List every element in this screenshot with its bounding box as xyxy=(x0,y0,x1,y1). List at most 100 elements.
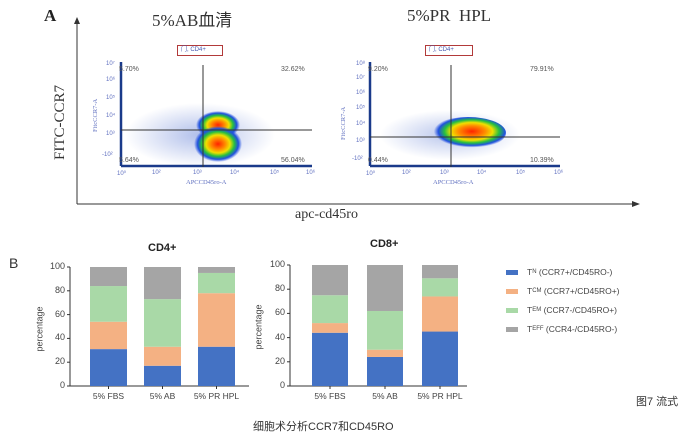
quadrant-top-right: 32.62% xyxy=(281,66,305,73)
x-tick: 10⁶ xyxy=(306,170,316,176)
x-tick: 10⁴ xyxy=(230,170,240,176)
x-tick-label: 5% FBS xyxy=(314,391,346,401)
x-tick: 10² xyxy=(152,170,161,176)
x-tick-label: 5% PR HPL xyxy=(417,391,463,401)
plot-x-label: APCCD45ro-A xyxy=(186,179,227,186)
bar-segment-tn xyxy=(312,332,348,386)
y-tick: 10⁸ xyxy=(356,61,366,67)
bar-segment-teff xyxy=(312,265,348,296)
x-tick: 10² xyxy=(402,170,411,176)
panel-a-axes xyxy=(74,17,640,207)
quadrant-top-right: 79.91% xyxy=(530,66,554,73)
y-tick-label: 80 xyxy=(54,284,65,295)
big-x-axis-arrow xyxy=(632,201,640,207)
quadrant-bottom-right: 10.39% xyxy=(530,157,554,164)
y-tick-label: 20 xyxy=(274,355,285,366)
legend-item-tem: T EM (CCR7-/CD45RO+) xyxy=(506,302,619,318)
bar-segment-teff xyxy=(198,267,235,273)
y-tick-label: 0 xyxy=(279,380,285,390)
y-tick-label: 100 xyxy=(49,261,65,271)
big-x-axis-label: apc-cd45ro xyxy=(295,207,358,222)
legend-swatch-tcm xyxy=(506,288,518,294)
x-tick: 10³ xyxy=(193,170,202,176)
x-tick: 10⁵ xyxy=(270,170,280,176)
plot-x-label: APCCD45ro-A xyxy=(433,179,474,186)
bar-segment-tem xyxy=(422,278,458,297)
legend-sub: EFF xyxy=(532,326,544,332)
panel-b-letter: B xyxy=(9,255,19,271)
legend-text: (CCR7+/CD45RO-) xyxy=(536,267,613,277)
legend-label: T xyxy=(527,324,533,334)
legend-label: T xyxy=(527,305,533,315)
y-tick-label: 80 xyxy=(274,283,285,294)
bar-segment-teff xyxy=(90,267,127,287)
bar-segment-tn xyxy=(144,365,181,386)
bar-segment-tcm xyxy=(144,346,181,366)
figure-caption-line2: 细胞术分析CCR7和CD45RO xyxy=(253,421,394,433)
x-tick-label: 5% AB xyxy=(372,391,398,401)
legend-item-teff: T EFF (CCR4-/CD45RO-) xyxy=(506,321,619,337)
y-tick: 10⁷ xyxy=(356,75,365,81)
bar-segment-teff xyxy=(144,267,181,300)
y-tick: -10² xyxy=(102,152,113,158)
y-tick: -10² xyxy=(352,156,363,162)
y-tick: 10⁷ xyxy=(106,61,115,67)
quadrant-bottom-left: 0.44% xyxy=(368,157,388,164)
y-tick: 10⁴ xyxy=(356,121,366,127)
x-tick: 10⁴ xyxy=(477,170,487,176)
y-tick-label: 60 xyxy=(274,307,285,318)
x-tick: 10⁰ xyxy=(366,171,376,177)
x-tick: 10³ xyxy=(440,170,449,176)
x-tick: 10⁵ xyxy=(516,170,526,176)
bar-segment-tem xyxy=(90,286,127,322)
x-tick-label: 5% AB xyxy=(149,391,176,401)
bar-segment-tem xyxy=(367,310,403,350)
chart-title-cd4: CD4+ xyxy=(148,242,177,254)
legend-label: T xyxy=(527,267,533,277)
chart-title-cd8: CD8+ xyxy=(370,238,399,250)
bar-segment-tn xyxy=(90,349,127,386)
bar-segment-teff xyxy=(367,265,403,311)
bar-segment-teff xyxy=(422,265,458,279)
legend-item-tcm: T CM (CCR7+/CD45RO+) xyxy=(506,283,619,299)
x-tick: 10⁶ xyxy=(554,170,564,176)
y-tick: 10⁴ xyxy=(106,113,116,119)
y-tick: 10⁵ xyxy=(106,95,116,101)
quadrant-top-left: 5.70% xyxy=(119,66,139,73)
x-tick-label: 5% FBS xyxy=(92,391,125,401)
figure-caption-line1: 图7 流式 xyxy=(636,396,679,408)
bar-segment-tem xyxy=(312,295,348,324)
y-tick-label: 20 xyxy=(54,356,65,367)
x-tick: 10⁰ xyxy=(117,171,127,177)
cell-population xyxy=(430,117,506,149)
bar-segment-tcm xyxy=(198,293,235,347)
legend-swatch-teff xyxy=(506,326,518,332)
bar-segment-tem xyxy=(144,299,181,347)
quadrant-bottom-right: 56.04% xyxy=(281,157,305,164)
plot-title-pr-hpl: 5%PR HPL xyxy=(407,6,492,25)
legend-sub: EM xyxy=(532,307,542,313)
y-tick-label: 40 xyxy=(274,331,285,342)
y-tick-label: 60 xyxy=(54,308,65,319)
bar-segment-tcm xyxy=(367,349,403,357)
y-tick: 10⁶ xyxy=(356,90,366,96)
legend-label: T xyxy=(527,286,533,296)
gate-label-ab: 门, CD4+ xyxy=(177,45,223,56)
y-tick-label: 100 xyxy=(269,259,285,269)
quadrant-top-left: 9.20% xyxy=(368,66,388,73)
legend-sub: CM xyxy=(532,288,542,294)
cell-population-lower xyxy=(194,126,242,162)
bar-segment-tcm xyxy=(312,323,348,333)
quadrant-bottom-left: 5.64% xyxy=(119,157,139,164)
bar-segment-tn xyxy=(198,346,235,386)
legend-swatch-tn xyxy=(506,269,518,275)
bar-segment-tcm xyxy=(422,296,458,332)
y-tick: 10³ xyxy=(106,131,115,137)
legend-text: (CCR7-/CD45RO+) xyxy=(541,305,618,315)
panel-a-letter: A xyxy=(44,6,57,25)
bar-segment-tn xyxy=(422,331,458,386)
y-tick: 10³ xyxy=(356,138,365,144)
